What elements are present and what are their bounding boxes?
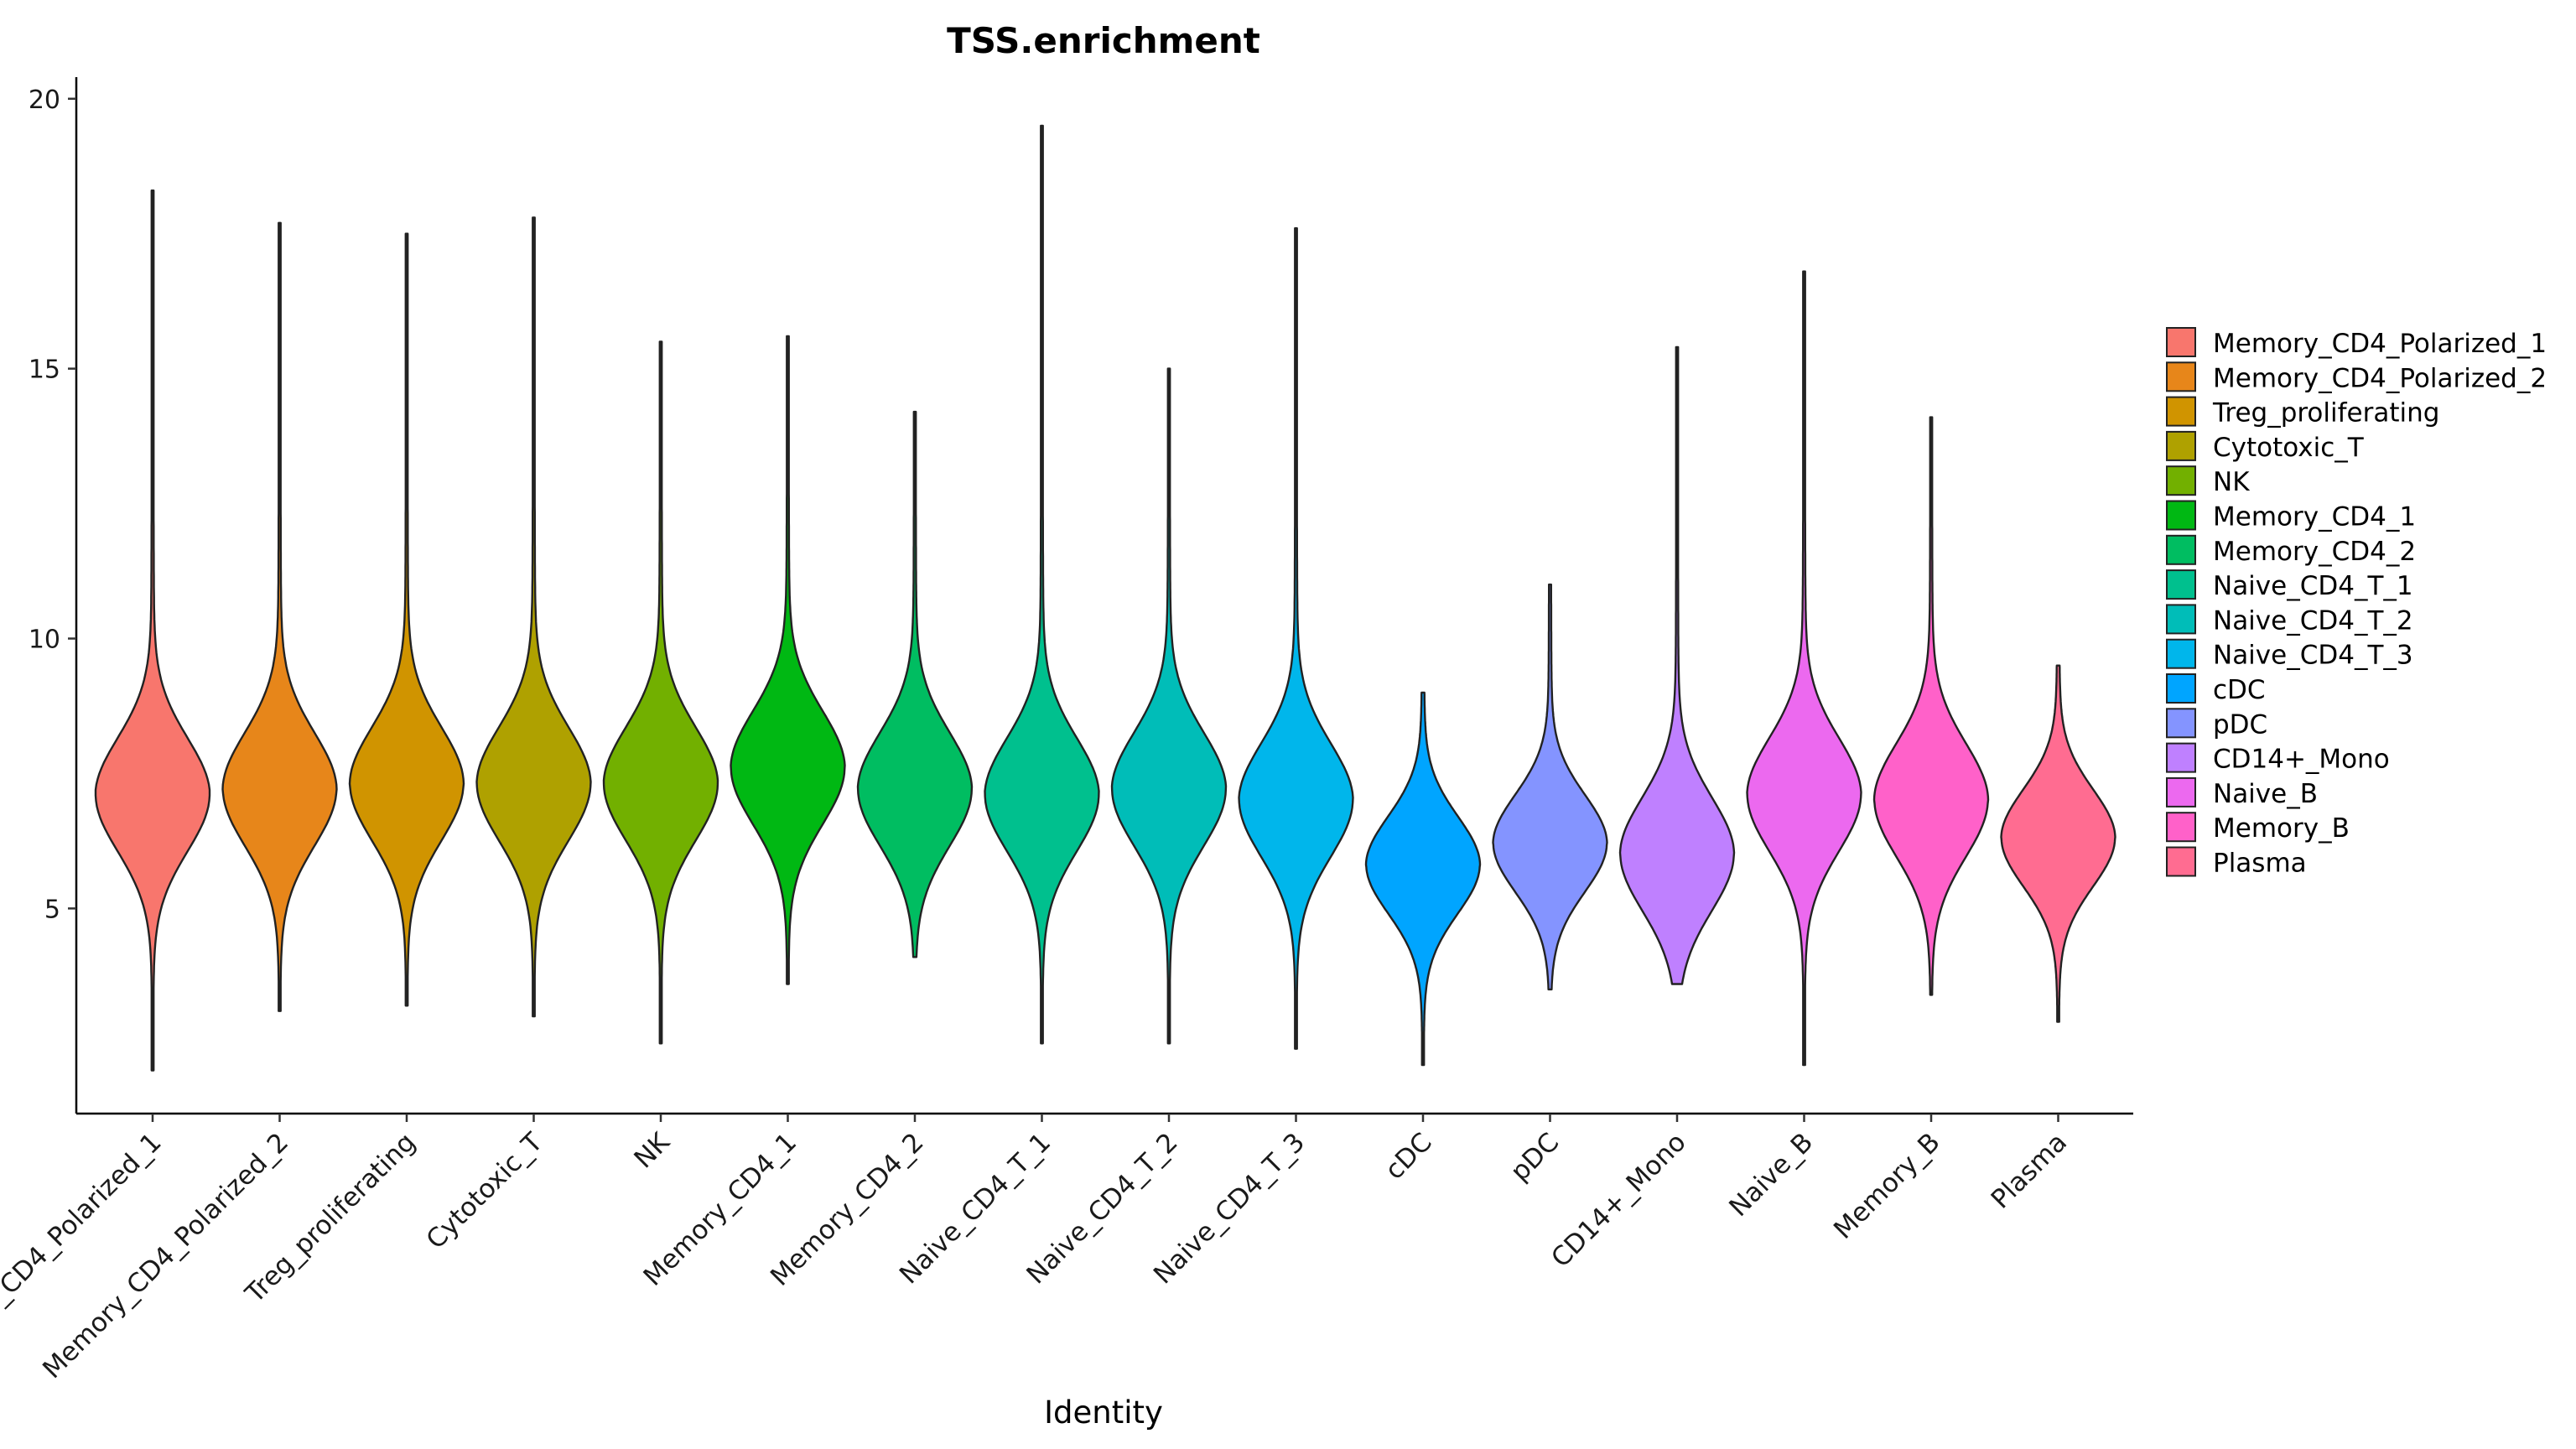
legend-label: Plasma (2213, 849, 2307, 879)
legend-label: Memory_CD4_1 (2213, 502, 2416, 532)
legend-label: Naive_CD4_T_1 (2213, 571, 2413, 601)
legend-swatch (2166, 742, 2196, 773)
violin-memory-cd4-polarized-2 (221, 221, 338, 1012)
legend-swatch (2166, 430, 2196, 461)
violin-naive-cd4-t-3 (1238, 227, 1354, 1050)
legend-label: Naive_B (2213, 779, 2318, 809)
x-axis: Memory_CD4_Polarized_1Memory_CD4_Polariz… (0, 1112, 2133, 1384)
violin-naive-b (1746, 270, 1862, 1067)
legend-label: Treg_proliferating (2212, 398, 2439, 428)
violin-layer (94, 124, 2116, 1072)
x-tick-label: CD14+_Mono (1545, 1127, 1691, 1273)
violin-cytotoxic-t (475, 216, 592, 1018)
x-tick-label: NK (628, 1127, 676, 1175)
y-tick-label: 15 (29, 356, 60, 385)
violin-nk (602, 340, 719, 1045)
violin-memory-b (1872, 416, 1990, 996)
legend-label: NK (2213, 467, 2250, 497)
y-axis: 5 10 15 20 (29, 77, 78, 1114)
legend-label: Naive_CD4_T_2 (2213, 605, 2413, 636)
violin-plasma (2000, 664, 2116, 1023)
violin-cdc (1364, 691, 1482, 1067)
x-tick-label: Memory_B (1828, 1127, 1946, 1245)
violin-treg-proliferating (348, 232, 465, 1007)
legend-swatch (2166, 465, 2196, 496)
legend: Memory_CD4_Polarized_1 Memory_CD4_Polariz… (2166, 327, 2547, 879)
y-tick-label: 10 (29, 626, 60, 655)
y-tick-label: 20 (29, 86, 60, 115)
legend-label: Memory_CD4_Polarized_2 (2213, 363, 2547, 393)
legend-swatch (2166, 776, 2196, 808)
legend-swatch (2166, 327, 2196, 357)
legend-swatch (2166, 812, 2196, 843)
legend-swatch (2166, 534, 2196, 565)
legend-label: Memory_B (2213, 813, 2350, 844)
violin-memory-cd4-2 (856, 410, 974, 958)
legend-label: cDC (2213, 675, 2266, 705)
legend-swatch (2166, 500, 2196, 531)
violin-naive-cd4-t-2 (1110, 367, 1228, 1045)
legend-label: Memory_CD4_Polarized_1 (2213, 329, 2547, 359)
legend-label: Cytotoxic_T (2213, 433, 2365, 463)
violin-naive-cd4-t-1 (984, 124, 1100, 1045)
legend-swatch (2166, 708, 2196, 739)
violin-pdc (1492, 583, 1608, 991)
chart-title: TSS.enrichment (947, 20, 1260, 61)
legend-swatch (2166, 604, 2196, 635)
x-tick-label: pDC (1505, 1127, 1566, 1187)
legend-swatch (2166, 361, 2196, 392)
y-tick-label: 5 (44, 895, 60, 924)
violin-cd14-mono (1618, 345, 1736, 985)
violin-memory-cd4-polarized-1 (94, 190, 211, 1072)
x-axis-title: Identity (1044, 1394, 1163, 1431)
legend-swatch (2166, 673, 2196, 704)
violin-memory-cd4-1 (730, 335, 846, 985)
x-tick-label: Memory_CD4_Polarized_2 (37, 1127, 294, 1384)
legend-swatch (2166, 569, 2196, 600)
legend-label: Memory_CD4_2 (2213, 537, 2416, 567)
legend-label: CD14+_Mono (2213, 745, 2390, 775)
x-tick-label: Naive_B (1723, 1127, 1819, 1223)
x-tick-label: Plasma (1986, 1127, 2073, 1214)
legend-swatch (2166, 396, 2196, 427)
x-tick-label: Cytotoxic_T (421, 1126, 549, 1254)
legend-label: pDC (2213, 709, 2267, 740)
legend-swatch (2166, 638, 2196, 669)
x-tick-label: cDC (1379, 1127, 1438, 1186)
legend-swatch (2166, 846, 2196, 877)
legend-label: Naive_CD4_T_3 (2213, 641, 2413, 671)
